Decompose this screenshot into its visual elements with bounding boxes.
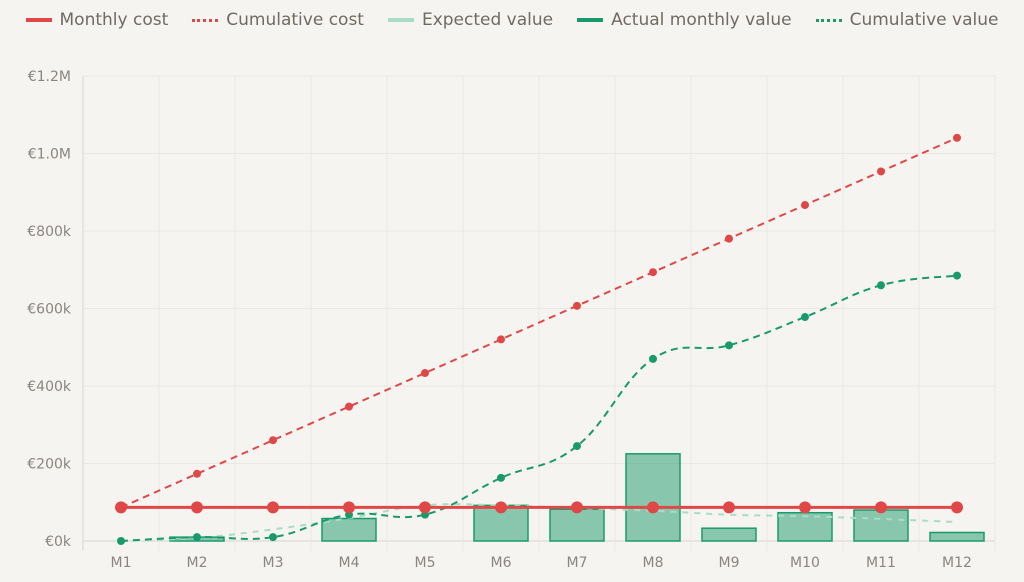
- point-cumulative-cost: [573, 301, 581, 310]
- x-tick-label: M12: [942, 555, 972, 571]
- point-cumulative-value: [117, 537, 125, 545]
- point-monthly-cost: [343, 501, 355, 514]
- point-cumulative-cost: [649, 268, 657, 277]
- legend-item[interactable]: Cumulative value: [815, 10, 999, 30]
- legend-item[interactable]: Monthly cost: [25, 10, 169, 30]
- point-cumulative-cost: [269, 436, 277, 445]
- line-cumulative-cost: [120, 136, 958, 509]
- point-cumulative-value: [725, 341, 733, 350]
- point-monthly-cost: [115, 501, 127, 514]
- y-tick-label: €200k: [27, 457, 72, 473]
- legend-swatch: [192, 18, 219, 22]
- point-cumulative-cost: [345, 402, 353, 411]
- point-monthly-cost: [571, 501, 583, 514]
- y-tick-label: €1.0M: [28, 147, 71, 163]
- point-monthly-cost: [191, 501, 203, 514]
- point-monthly-cost: [875, 501, 887, 514]
- point-cumulative-value: [953, 271, 961, 280]
- x-tick-label: M4: [339, 555, 360, 571]
- legend-label: Monthly cost: [59, 10, 169, 30]
- point-monthly-cost: [951, 501, 963, 514]
- legend-label: Expected value: [421, 10, 554, 30]
- x-tick-label: M8: [643, 555, 664, 571]
- x-tick-label: M5: [415, 555, 436, 571]
- point-cumulative-value: [649, 354, 657, 363]
- point-monthly-cost: [495, 501, 507, 514]
- point-cumulative-cost: [421, 369, 429, 378]
- point-cumulative-value: [269, 533, 277, 542]
- x-tick-label: M2: [187, 555, 208, 571]
- point-cumulative-cost: [725, 234, 733, 243]
- y-tick-label: €600k: [27, 302, 72, 318]
- bar-actual-monthly-value: [929, 531, 985, 542]
- bar-actual-monthly-value: [321, 517, 377, 542]
- bar-actual-monthly-value: [701, 527, 757, 542]
- point-cumulative-value: [497, 473, 505, 482]
- point-cumulative-cost: [953, 133, 961, 142]
- point-cumulative-value: [193, 533, 201, 542]
- y-tick-label: €1.2M: [28, 69, 71, 85]
- point-cumulative-cost: [801, 201, 809, 210]
- y-tick-label: €400k: [27, 379, 72, 395]
- x-tick-label: M11: [866, 555, 896, 571]
- legend-item[interactable]: Cumulative cost: [192, 10, 364, 30]
- legend-label: Actual monthly value: [611, 10, 792, 30]
- y-tick-label: €800k: [27, 224, 72, 240]
- x-tick-label: M9: [719, 555, 740, 571]
- point-monthly-cost: [267, 501, 279, 514]
- y-tick-label: €0k: [45, 534, 72, 550]
- bar-actual-monthly-value: [853, 509, 909, 542]
- x-tick-label: M3: [263, 555, 284, 571]
- point-cumulative-value: [801, 313, 809, 322]
- point-monthly-cost: [647, 501, 659, 514]
- point-cumulative-cost: [877, 167, 885, 176]
- legend-swatch: [577, 18, 604, 22]
- x-tick-label: M1: [111, 555, 132, 571]
- point-monthly-cost: [419, 501, 431, 514]
- legend-label: Cumulative value: [849, 10, 999, 30]
- point-cumulative-value: [877, 281, 885, 290]
- bar-actual-monthly-value: [625, 453, 681, 542]
- legend-item[interactable]: Actual monthly value: [577, 10, 792, 30]
- x-tick-label: M6: [491, 555, 512, 571]
- legend-swatch: [387, 18, 414, 22]
- legend-label: Cumulative cost: [226, 10, 364, 30]
- legend-swatch: [815, 18, 842, 22]
- legend: Monthly cost Cumulative cost Expected valu…: [0, 10, 1024, 30]
- legend-item[interactable]: Expected value: [387, 10, 554, 30]
- point-monthly-cost: [723, 501, 735, 514]
- x-tick-label: M7: [567, 555, 588, 571]
- point-cumulative-cost: [497, 335, 505, 344]
- point-cumulative-value: [573, 442, 581, 451]
- bar-actual-monthly-value: [549, 508, 605, 542]
- legend-swatch: [25, 18, 52, 22]
- point-cumulative-cost: [193, 469, 201, 478]
- point-monthly-cost: [799, 501, 811, 514]
- x-tick-label: M10: [790, 555, 820, 571]
- bar-actual-monthly-value: [777, 511, 833, 542]
